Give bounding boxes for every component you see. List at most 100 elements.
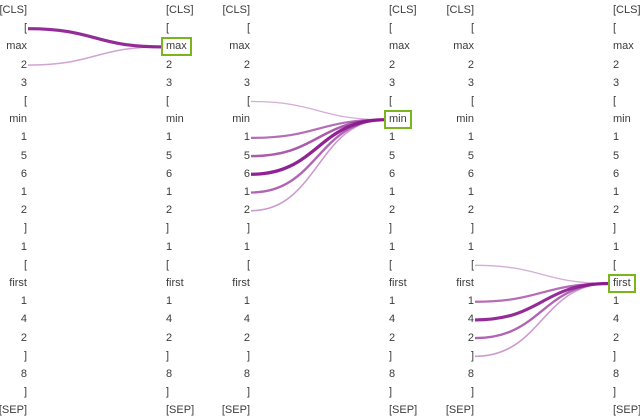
left-token[interactable]: ] [246, 222, 250, 235]
left-token[interactable]: 4 [20, 313, 27, 326]
left-token[interactable]: 4 [243, 313, 250, 326]
left-token[interactable]: [ [246, 258, 250, 271]
right-token[interactable]: 2 [389, 58, 396, 71]
right-token[interactable]: 1 [389, 131, 396, 144]
right-token[interactable]: 2 [166, 204, 173, 217]
right-token[interactable]: 1 [613, 240, 620, 253]
right-token[interactable]: first [166, 277, 184, 289]
right-token[interactable]: 2 [613, 331, 620, 344]
left-token[interactable]: 6 [467, 167, 474, 180]
right-token[interactable]: max [613, 40, 634, 53]
left-token[interactable]: [ [246, 22, 250, 35]
left-token[interactable]: 8 [20, 368, 27, 380]
left-token[interactable]: 1 [467, 295, 474, 308]
left-token[interactable]: 1 [243, 240, 250, 253]
right-token[interactable]: [CLS] [613, 4, 640, 16]
right-token[interactable]: 3 [166, 76, 173, 89]
left-token[interactable]: 2 [20, 331, 27, 344]
left-token[interactable]: ] [23, 349, 27, 362]
left-token[interactable]: max [453, 40, 474, 53]
right-token[interactable]: [SEP] [613, 404, 640, 417]
left-token[interactable]: 1 [243, 295, 250, 308]
right-token[interactable]: 2 [613, 58, 620, 71]
right-token[interactable]: [ [389, 95, 393, 107]
left-token[interactable]: 1 [467, 131, 474, 144]
right-token[interactable]: ] [389, 222, 393, 235]
left-token[interactable]: 6 [20, 167, 27, 180]
right-token[interactable]: 5 [166, 149, 173, 162]
right-token[interactable]: 2 [389, 204, 396, 217]
right-token[interactable]: [ [613, 22, 617, 35]
left-token[interactable]: [CLS] [222, 4, 250, 16]
left-token[interactable]: min [456, 113, 474, 126]
right-token[interactable]: 1 [166, 186, 173, 198]
right-token[interactable]: [ [166, 95, 170, 107]
left-token[interactable]: ] [246, 386, 250, 399]
left-token[interactable]: 1 [467, 186, 474, 198]
right-token[interactable]: 1 [613, 131, 620, 144]
right-token[interactable]: 2 [166, 331, 173, 344]
right-token[interactable]: 1 [389, 186, 396, 198]
right-token[interactable]: 6 [166, 167, 173, 180]
left-token[interactable]: ] [470, 349, 474, 362]
right-token[interactable]: 5 [613, 149, 620, 162]
right-token[interactable]: ] [613, 386, 617, 399]
highlighted-token[interactable]: max [161, 37, 192, 57]
right-token[interactable]: 5 [389, 149, 396, 162]
left-token[interactable]: 1 [243, 131, 250, 144]
left-token[interactable]: 3 [20, 76, 27, 89]
left-token[interactable]: 1 [20, 295, 27, 308]
right-token[interactable]: [SEP] [389, 404, 418, 417]
left-token[interactable]: 2 [243, 331, 250, 344]
left-token[interactable]: 1 [467, 240, 474, 253]
right-token[interactable]: 4 [166, 313, 173, 326]
right-token[interactable]: 1 [389, 295, 396, 308]
left-token[interactable]: 8 [243, 368, 250, 380]
left-token[interactable]: min [232, 113, 250, 126]
right-token[interactable]: [SEP] [166, 404, 195, 417]
left-token[interactable]: 5 [467, 149, 474, 162]
right-token[interactable]: 8 [389, 368, 396, 380]
right-token[interactable]: ] [613, 349, 617, 362]
right-token[interactable]: 8 [166, 368, 173, 380]
right-token[interactable]: max [389, 40, 410, 53]
left-token[interactable]: ] [470, 386, 474, 399]
left-token[interactable]: 2 [467, 204, 474, 217]
left-token[interactable]: ] [470, 222, 474, 235]
right-token[interactable]: 4 [389, 313, 396, 326]
left-token[interactable]: first [9, 277, 27, 289]
highlighted-token[interactable]: min [384, 110, 412, 130]
left-token[interactable]: 2 [20, 58, 27, 71]
left-token[interactable]: [SEP] [445, 404, 474, 417]
right-token[interactable]: [CLS] [166, 4, 194, 16]
right-token[interactable]: 3 [613, 76, 620, 89]
right-token[interactable]: 8 [613, 368, 620, 380]
right-token[interactable]: [ [166, 258, 170, 271]
right-token[interactable]: 4 [613, 313, 620, 326]
right-token[interactable]: 1 [613, 186, 620, 198]
right-token[interactable]: min [613, 113, 631, 126]
right-token[interactable]: first [389, 277, 407, 289]
right-token[interactable]: 1 [166, 295, 173, 308]
left-token[interactable]: [ [23, 22, 27, 35]
left-token[interactable]: 3 [243, 76, 250, 89]
highlighted-token[interactable]: first [608, 274, 636, 293]
left-token[interactable]: [ [470, 22, 474, 35]
left-token[interactable]: min [9, 113, 27, 126]
left-token[interactable]: 3 [467, 76, 474, 89]
left-token[interactable]: [SEP] [0, 404, 27, 417]
right-token[interactable]: [ [613, 95, 617, 107]
left-token[interactable]: [SEP] [221, 404, 250, 417]
left-token[interactable]: 1 [243, 186, 250, 198]
left-token[interactable]: 2 [243, 58, 250, 71]
left-token[interactable]: ] [23, 222, 27, 235]
right-token[interactable]: [ [166, 22, 170, 35]
right-token[interactable]: 6 [389, 167, 396, 180]
left-token[interactable]: 2 [243, 204, 250, 217]
right-token[interactable]: ] [613, 222, 617, 235]
right-token[interactable]: 2 [613, 204, 620, 217]
right-token[interactable]: ] [166, 222, 170, 235]
right-token[interactable]: 1 [166, 131, 173, 144]
right-token[interactable]: 3 [389, 76, 396, 89]
left-token[interactable]: 1 [20, 131, 27, 144]
